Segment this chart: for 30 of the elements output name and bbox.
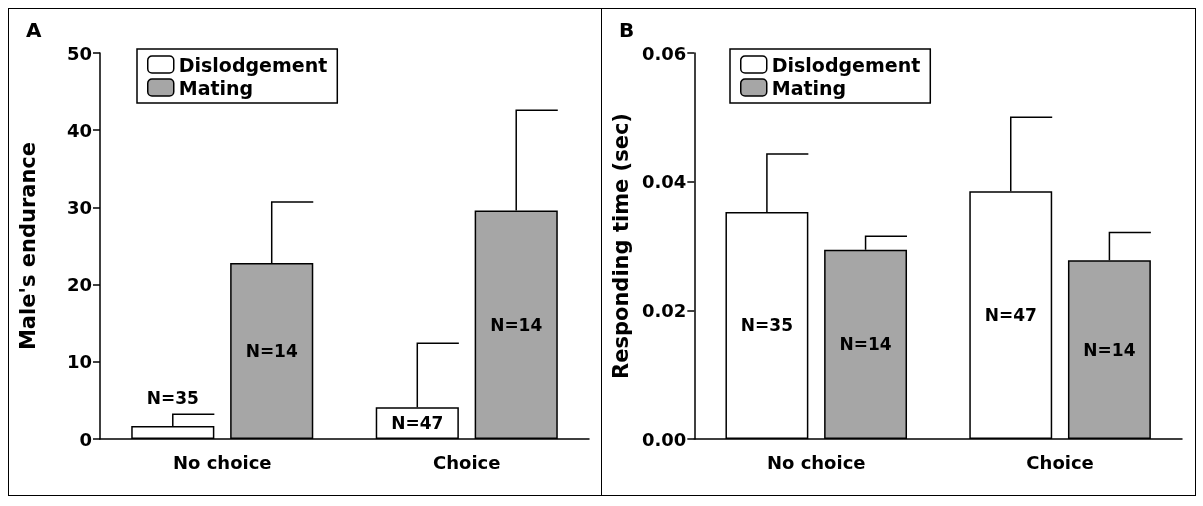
x-tick-label: No choice — [172, 451, 272, 473]
y-tick-label: 40 — [66, 119, 92, 141]
x-tick-label: Choice — [433, 451, 501, 473]
y-tick-label: 0 — [79, 428, 92, 450]
x-tick-label: Choice — [1026, 451, 1094, 473]
legend-label: Dislodgement — [771, 53, 921, 76]
annotation: N=14 — [839, 334, 892, 355]
y-tick-label: 0.02 — [641, 299, 687, 321]
legend-label: Mating — [178, 76, 254, 99]
y-tick-label: 0.00 — [641, 428, 687, 450]
x-tick-label: No choice — [766, 451, 866, 473]
legend-label: Mating — [771, 76, 847, 99]
annotation: N=14 — [490, 314, 543, 335]
chart-title: A — [26, 18, 42, 42]
annotation: N=35 — [740, 315, 793, 336]
annotation: N=14 — [1083, 339, 1136, 360]
y-tick-label: 10 — [66, 351, 92, 373]
chart-title: B — [619, 18, 635, 42]
annotation: N=47 — [984, 305, 1037, 326]
annotation: N=47 — [391, 413, 444, 434]
y-tick-label: 50 — [66, 42, 92, 64]
legend-label: Dislodgement — [178, 53, 328, 76]
y-axis-title: Male's endurance — [15, 141, 40, 351]
annotation: N=35 — [146, 388, 199, 409]
y-tick-label: 0.06 — [641, 42, 687, 64]
y-tick-label: 20 — [66, 274, 92, 296]
y-tick-label: 30 — [66, 196, 92, 218]
annotation: N=14 — [245, 340, 298, 361]
y-axis-title: Responding time (sec) — [608, 113, 633, 379]
y-tick-label: 0.04 — [641, 171, 687, 193]
